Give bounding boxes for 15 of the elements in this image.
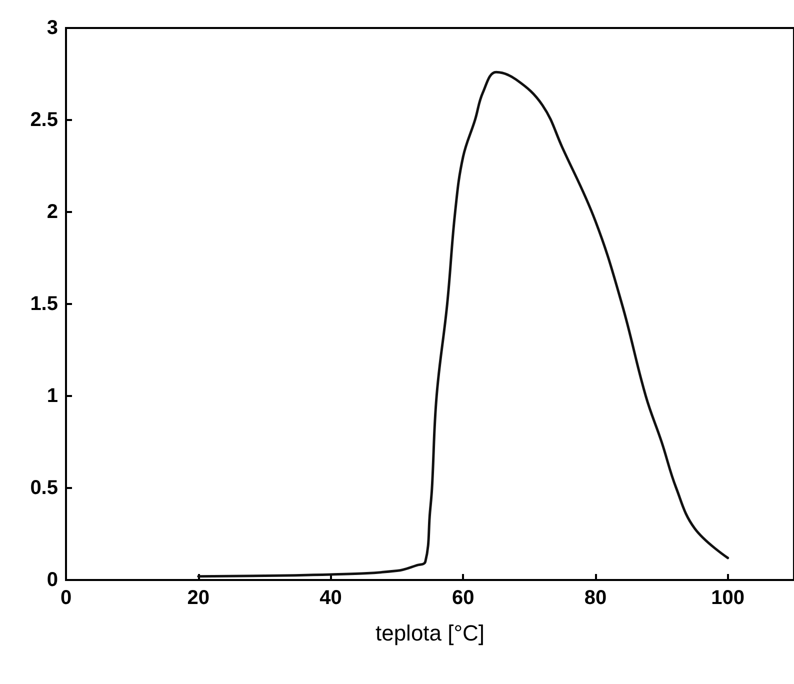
y-tick-label: 2.5 <box>30 109 58 131</box>
y-tick-label: 0.5 <box>30 477 58 499</box>
x-tick-label: 40 <box>320 587 342 609</box>
y-tick-label: 2 <box>46 201 58 223</box>
y-tick-label: 0 <box>46 569 58 591</box>
line-series <box>197 70 730 578</box>
x-tick-label: 80 <box>584 587 607 609</box>
x-tick-label: 20 <box>187 587 210 609</box>
y-tick-label: 1.5 <box>30 293 58 315</box>
y-tick-label: 3 <box>46 17 58 39</box>
x-tick-label: 100 <box>711 587 745 609</box>
x-axis-title: teplota [°C] <box>375 620 485 646</box>
x-tick-label: 0 <box>60 587 72 609</box>
x-tick-label: 60 <box>452 587 474 609</box>
y-tick-label: 1 <box>46 385 58 407</box>
